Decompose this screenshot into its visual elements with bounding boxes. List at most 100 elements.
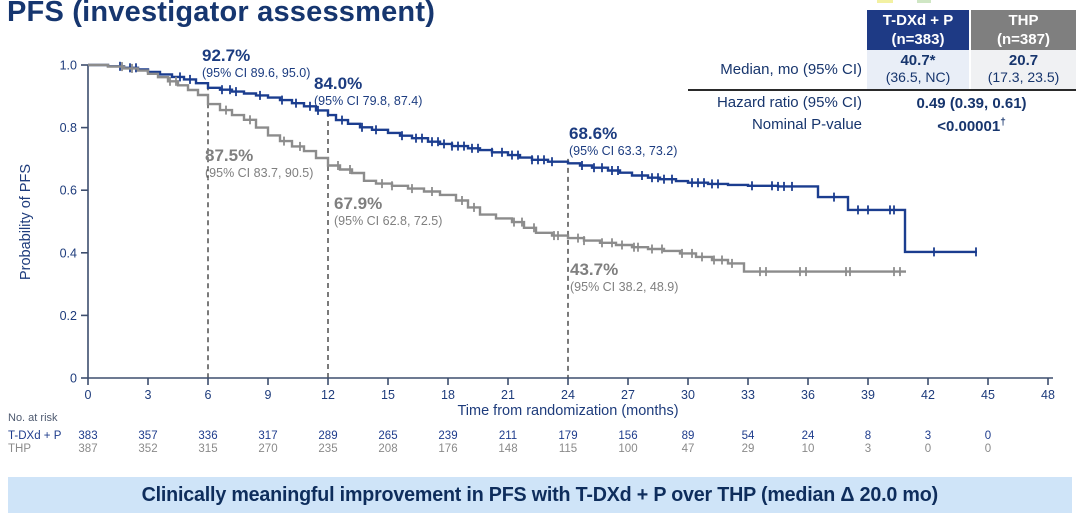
p-value: <0.00001† [867,113,1076,136]
column-header-thp: THP (n=387) [969,10,1076,50]
table-divider [688,89,1076,91]
at-risk-count: 239 [438,430,458,442]
column-header-tdxd: T-DXd + P (n=383) [867,10,969,50]
y-tick-label: 0.8 [60,121,77,135]
at-risk-count: 383 [78,430,98,442]
at-risk-count: 0 [984,443,992,455]
annotation-percent: 84.0% [314,74,363,93]
annotation-percent: 92.7% [202,46,251,65]
at-risk-count: 24 [801,430,815,442]
at-risk-heading: No. at risk [8,412,58,424]
km-curve-thp [88,63,906,273]
at-risk-row-label-tdxd: T-DXd + P [8,430,62,442]
column-header-line1: THP [1008,12,1039,29]
at-risk-count: 3 [924,430,932,442]
at-risk-count: 357 [138,430,158,442]
y-tick-label: 1.0 [60,59,77,73]
median-value-tdxd: 40.7* (36.5, NC) [867,50,969,89]
y-tick-label: 0.6 [60,184,77,198]
km-curve-t-dxd-p [88,63,977,254]
annotation-percent: 68.6% [569,124,618,143]
x-axis-title: Time from randomization (months) [457,403,679,419]
hazard-ratio-value: 0.49 (0.39, 0.61) [916,95,1027,112]
median-main: 20.7 [1008,52,1039,69]
top-sliver-yellow-decoration [877,0,893,3]
x-tick-label: 33 [741,388,755,402]
km-annotation-tdxd-12mo: 84.0% (95% CI 79.8, 87.4) [314,74,422,109]
at-risk-count: 176 [438,443,458,455]
x-tick-label: 18 [441,388,455,402]
at-risk-count: 235 [318,443,338,455]
at-risk-count: 115 [558,443,578,455]
km-annotation-tdxd-6mo: 92.7% (95% CI 89.6, 95.0) [202,46,310,81]
conclusion-text: Clinically meaningful improvement in PFS… [141,483,939,506]
at-risk-count: 89 [681,430,695,442]
annotation-ci: (95% CI 79.8, 87.4) [314,94,423,109]
column-header-line2: (n=387) [997,31,1050,48]
at-risk-count: 100 [618,443,638,455]
at-risk-count: 10 [801,443,815,455]
row-label-hazard-ratio: Hazard ratio (95% CI) [716,93,862,111]
x-tick-label: 21 [501,388,515,402]
page-title: PFS (investigator assessment) [7,0,436,28]
at-risk-count: 387 [78,443,98,455]
x-tick-label: 39 [861,388,875,402]
p-value-dagger: † [1000,117,1006,128]
annotation-ci: (95% CI 62.8, 72.5) [334,214,443,229]
x-tick-label: 42 [921,388,935,402]
y-tick-label: 0.4 [60,246,77,260]
median-main: 40.7* [900,52,936,69]
x-tick-label: 24 [561,388,575,402]
column-header-line1: T-DXd + P [882,12,954,29]
km-annotation-thp-24mo: 43.7% (95% CI 38.2, 48.9) [570,260,678,295]
km-chart: 00.20.40.60.81.00 3 6 9 12 15 18 21 24 27 30 33 36 39… [60,59,1055,403]
x-tick-label: 9 [265,388,272,402]
at-risk-count: 289 [318,430,338,442]
at-risk-count: 47 [681,443,695,455]
annotation-percent: 67.9% [334,194,383,213]
x-tick-label: 3 [145,388,152,402]
x-tick-label: 27 [621,388,635,402]
at-risk-count: 317 [258,430,278,442]
top-sliver-green-decoration [917,0,931,3]
at-risk-count: 211 [498,430,518,442]
x-tick-label: 48 [1041,388,1055,402]
at-risk-count: 0 [984,430,992,442]
at-risk-count: 148 [498,443,518,455]
row-label-median: Median, mo (95% CI) [720,61,862,78]
annotation-ci: (95% CI 89.6, 95.0) [202,66,311,81]
x-tick-label: 15 [381,388,395,402]
conclusion-banner: Clinically meaningful improvement in PFS… [8,477,1072,513]
annotation-ci: (95% CI 63.3, 73.2) [569,144,678,159]
x-tick-label: 6 [205,388,212,402]
at-risk-count: 8 [864,430,872,442]
at-risk-count: 315 [198,443,218,455]
annotation-ci: (95% CI 83.7, 90.5) [205,166,314,181]
at-risk-count: 179 [558,430,578,442]
annotation-percent: 87.5% [205,146,254,165]
km-annotation-thp-6mo: 87.5% (95% CI 83.7, 90.5) [205,146,313,181]
x-tick-label: 0 [85,388,92,402]
at-risk-count: 29 [741,443,755,455]
at-risk-count: 336 [198,430,218,442]
km-annotation-tdxd-24mo: 68.6% (95% CI 63.3, 73.2) [569,124,677,159]
median-value-thp: 20.7 (17.3, 23.5) [969,50,1076,89]
at-risk-count: 3 [864,443,872,455]
p-value-number: <0.00001 [937,118,1001,135]
x-tick-label: 45 [981,388,995,402]
row-label-p-value: Nominal P-value [751,116,862,133]
at-risk-count: 156 [618,430,638,442]
summary-table: T-DXd + P (n=383) THP (n=387) Median, mo… [688,10,1076,136]
y-axis-title: Probability of PFS [18,163,34,281]
at-risk-count: 0 [924,443,932,455]
column-header-line2: (n=383) [891,31,945,48]
at-risk-count: 352 [138,443,158,455]
y-tick-label: 0.2 [60,309,77,323]
at-risk-row-label-thp: THP [8,443,31,455]
x-tick-label: 30 [681,388,695,402]
at-risk-count: 265 [378,430,398,442]
km-annotation-thp-12mo: 67.9% (95% CI 62.8, 72.5) [334,194,442,229]
x-tick-label: 12 [321,388,335,402]
median-ci: (17.3, 23.5) [987,69,1060,85]
